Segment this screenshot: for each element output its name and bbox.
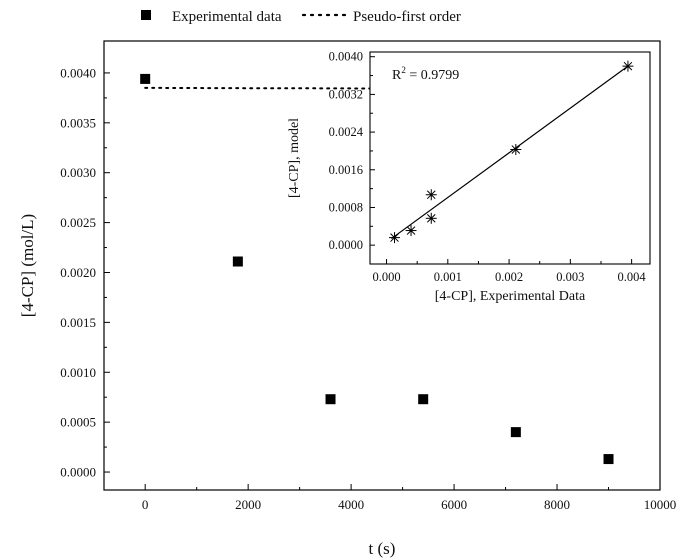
inset-ticks	[370, 56, 633, 264]
main-x-tick-label: 6000	[441, 497, 467, 512]
main-x-tick-label: 10000	[644, 497, 677, 512]
main-y-tick-label: 0.0000	[60, 465, 96, 480]
inset-x-tick-label: 0.001	[434, 270, 462, 284]
experimental-data-point	[603, 454, 614, 465]
main-y-tick-label: 0.0035	[60, 115, 96, 130]
inset-background	[370, 52, 650, 264]
main-y-tick-label: 0.0020	[60, 265, 96, 280]
main-plot-frame	[103, 40, 661, 491]
main-y-tick-label: 0.0005	[60, 415, 96, 430]
inset-data-point	[622, 60, 634, 72]
inset-plot: 0.000 0.001 0.002 0.003 0.004 0.0000 0.0008 0.0…	[287, 50, 651, 304]
experimental-data-point	[325, 394, 336, 405]
inset-tick-labels: 0.000 0.001 0.002 0.003 0.004 0.0000 0.0008 0.0…	[329, 50, 647, 284]
main-y-tick-label: 0.0010	[60, 365, 96, 380]
inset-fit-line	[391, 65, 629, 240]
experimental-data-point	[232, 256, 243, 267]
inset-y-tick-label: 0.0040	[329, 50, 363, 64]
main-y-tick-label: 0.0025	[60, 215, 96, 230]
asterisk-stroke	[511, 145, 521, 154]
inset-x-axis-title: [4-CP], Experimental Data	[435, 289, 586, 304]
legend-label-experimental: Experimental data	[172, 9, 282, 25]
main-plot: 0 2000 4000 6000 8000 100000.00000.00050.0010…	[18, 40, 676, 558]
main-x-tick-label: 8000	[544, 497, 570, 512]
r2-symbol: R	[392, 68, 402, 83]
asterisk-stroke	[426, 190, 436, 200]
inset-y-tick-label: 0.0000	[329, 238, 363, 252]
inset-x-tick-label: 0.000	[372, 270, 400, 284]
main-x-tick-label: 4000	[338, 497, 364, 512]
main-ticks	[104, 72, 661, 490]
r2-superscript: 2	[401, 65, 406, 75]
inset-data-point	[405, 225, 417, 237]
main-y-axis-title: [4-CP] (mol/L)	[18, 214, 37, 317]
inset-y-axis-title: [4-CP], model	[287, 118, 302, 198]
inset-plot-frame	[369, 51, 651, 265]
asterisk-stroke	[406, 226, 416, 235]
inset-fit-line-group	[391, 65, 629, 240]
main-tick-labels: 0 2000 4000 6000 8000 100000.00000.00050.0010…	[60, 65, 676, 512]
inset-y-tick-label: 0.0008	[329, 200, 363, 214]
inset-x-tick-label: 0.003	[556, 270, 584, 284]
inset-x-tick-label: 0.004	[618, 270, 647, 284]
inset-y-tick-label: 0.0032	[329, 87, 363, 101]
experimental-data-point	[510, 427, 521, 438]
r2-value: = 0.9799	[406, 68, 459, 83]
asterisk-stroke	[623, 61, 633, 71]
main-y-tick-label: 0.0030	[60, 165, 96, 180]
main-x-axis-title: t (s)	[369, 539, 396, 558]
inset-data-point	[425, 189, 437, 201]
experimental-data-point	[418, 394, 429, 405]
main-y-tick-label: 0.0040	[60, 65, 96, 80]
legend-label-model: Pseudo-first order	[353, 9, 461, 25]
main-y-tick-label: 0.0015	[60, 315, 96, 330]
inset-points	[389, 60, 634, 244]
main-x-tick-label: 0	[142, 497, 149, 512]
inset-data-point	[425, 212, 437, 224]
inset-x-tick-label: 0.002	[495, 270, 523, 284]
inset-data-point	[510, 144, 522, 156]
legend: Experimental data Pseudo-first order	[141, 9, 461, 25]
r-squared-annotation: R2 = 0.9799	[392, 65, 459, 83]
inset-y-tick-label: 0.0016	[329, 163, 363, 177]
main-x-tick-label: 2000	[235, 497, 261, 512]
main-points	[140, 73, 614, 465]
inset-data-point	[389, 232, 401, 244]
asterisk-stroke	[390, 233, 399, 242]
experimental-data-point	[140, 73, 151, 84]
inset-y-tick-label: 0.0024	[329, 125, 364, 139]
asterisk-stroke	[426, 213, 436, 223]
legend-marker-experimental	[141, 10, 151, 20]
